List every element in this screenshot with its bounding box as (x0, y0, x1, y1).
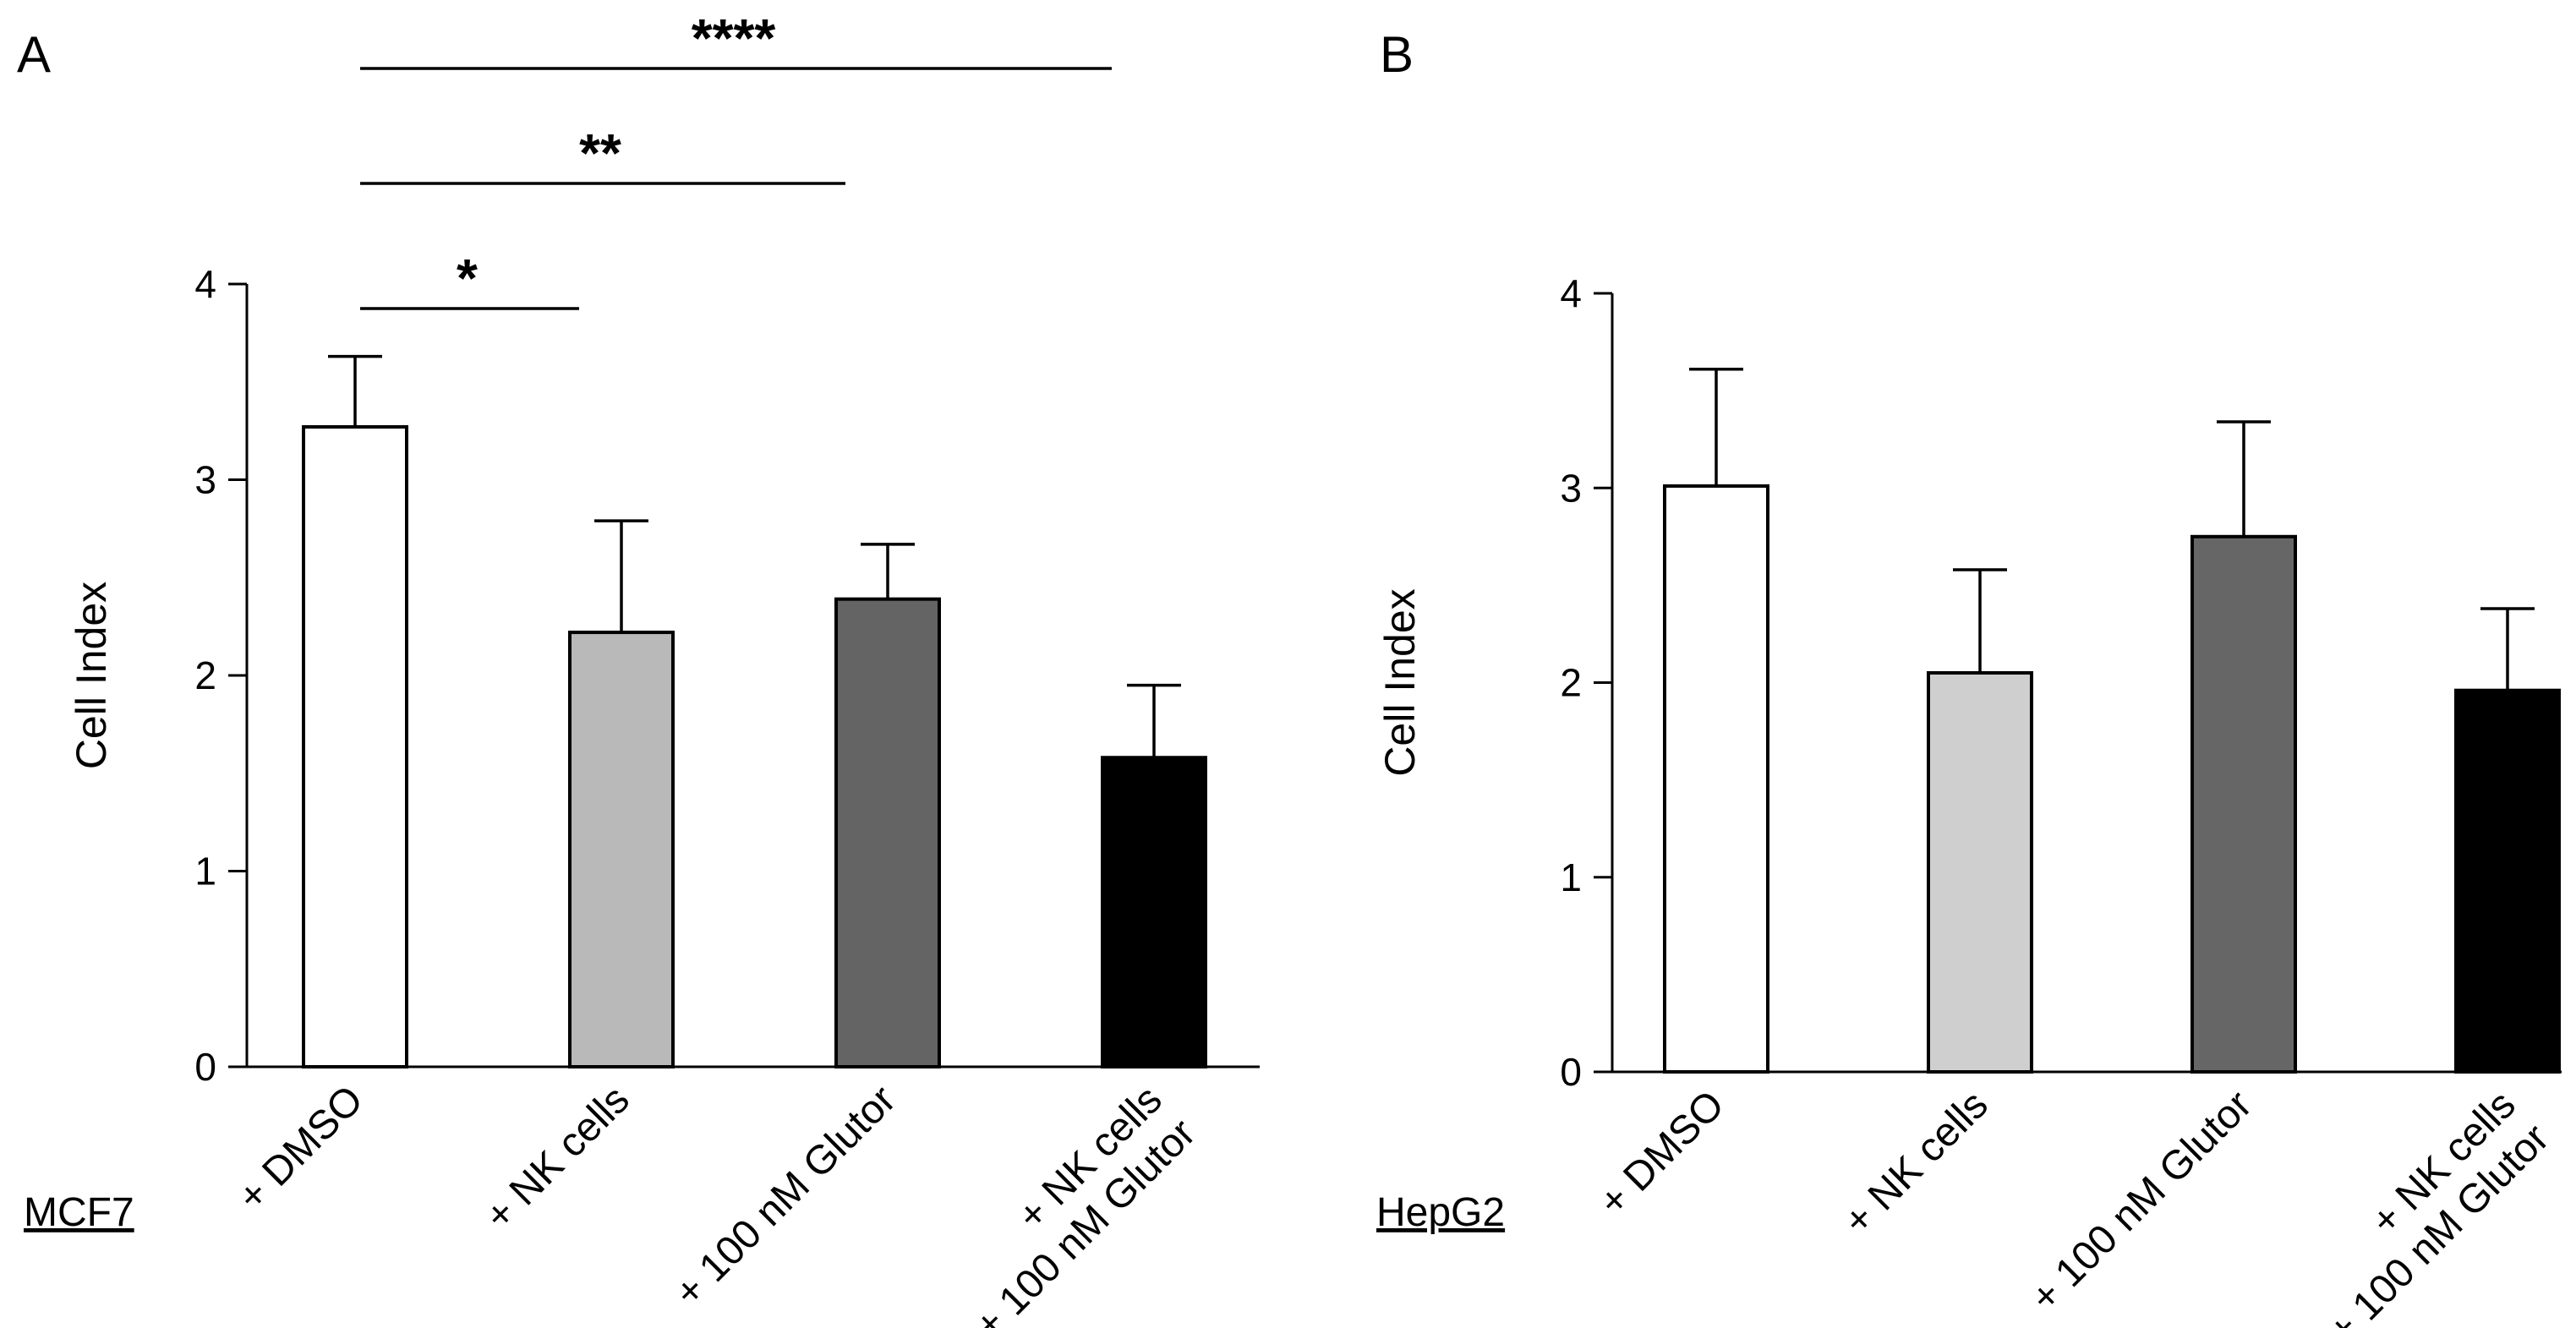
chart-b: 0 1 2 3 4 Cell Index + DMSO + NK cells + 100 nM … (1376, 271, 2562, 1328)
category-label: + NK cells (1835, 1082, 1997, 1243)
bar (2190, 534, 2297, 1074)
category-label: + DMSO (1590, 1082, 1733, 1225)
category-label: + DMSO (229, 1077, 372, 1220)
y-axis-title: Cell Index (1376, 588, 1424, 776)
category-label: + NK cells+ 100 nM Glutor (933, 1077, 1204, 1328)
y-tick-label: 3 (194, 458, 216, 502)
y-tick-label: 1 (194, 850, 216, 894)
bar (1663, 484, 1769, 1074)
y-tick-label: 2 (1560, 661, 1582, 705)
bar (2454, 688, 2561, 1074)
y-tick-label: 1 (1560, 855, 1582, 899)
cell-line-label: MCF7 (24, 1190, 134, 1235)
significance-label: **** (692, 8, 776, 68)
significance-label: * (457, 248, 478, 309)
panel-b: B 0 1 2 3 4 Cell Index + DMSO + NK cells + 100 n… (1376, 26, 2562, 1328)
panel-a: A 0 1 2 3 4 Cell Index + DMSO + NK cells + 100 n… (17, 8, 1260, 1328)
bar (1101, 756, 1207, 1068)
y-tick-label: 4 (194, 262, 216, 306)
category-label: + 100 nM Glutor (2022, 1082, 2261, 1320)
bar (302, 424, 408, 1068)
y-tick-label: 0 (1560, 1050, 1582, 1094)
category-label: + 100 nM Glutor (666, 1077, 905, 1315)
y-tick-label: 0 (194, 1045, 216, 1089)
cell-line-label: HepG2 (1376, 1190, 1505, 1235)
significance-label: ** (579, 123, 621, 183)
y-tick-label: 3 (1560, 466, 1582, 510)
category-label: + NK cells (477, 1077, 638, 1238)
bar (834, 597, 941, 1068)
y-tick-label: 4 (1560, 271, 1582, 315)
category-label: + NK cells+ 100 nM Glutor (2286, 1082, 2557, 1328)
y-axis-title: Cell Index (68, 582, 115, 769)
panel-b-letter: B (1380, 26, 1414, 83)
bar (1927, 670, 2033, 1074)
chart-a: 0 1 2 3 4 Cell Index + DMSO + NK cells + 100 nM … (24, 8, 1260, 1328)
y-tick-label: 2 (194, 653, 216, 697)
bar (568, 631, 675, 1068)
panel-a-letter: A (17, 26, 51, 83)
